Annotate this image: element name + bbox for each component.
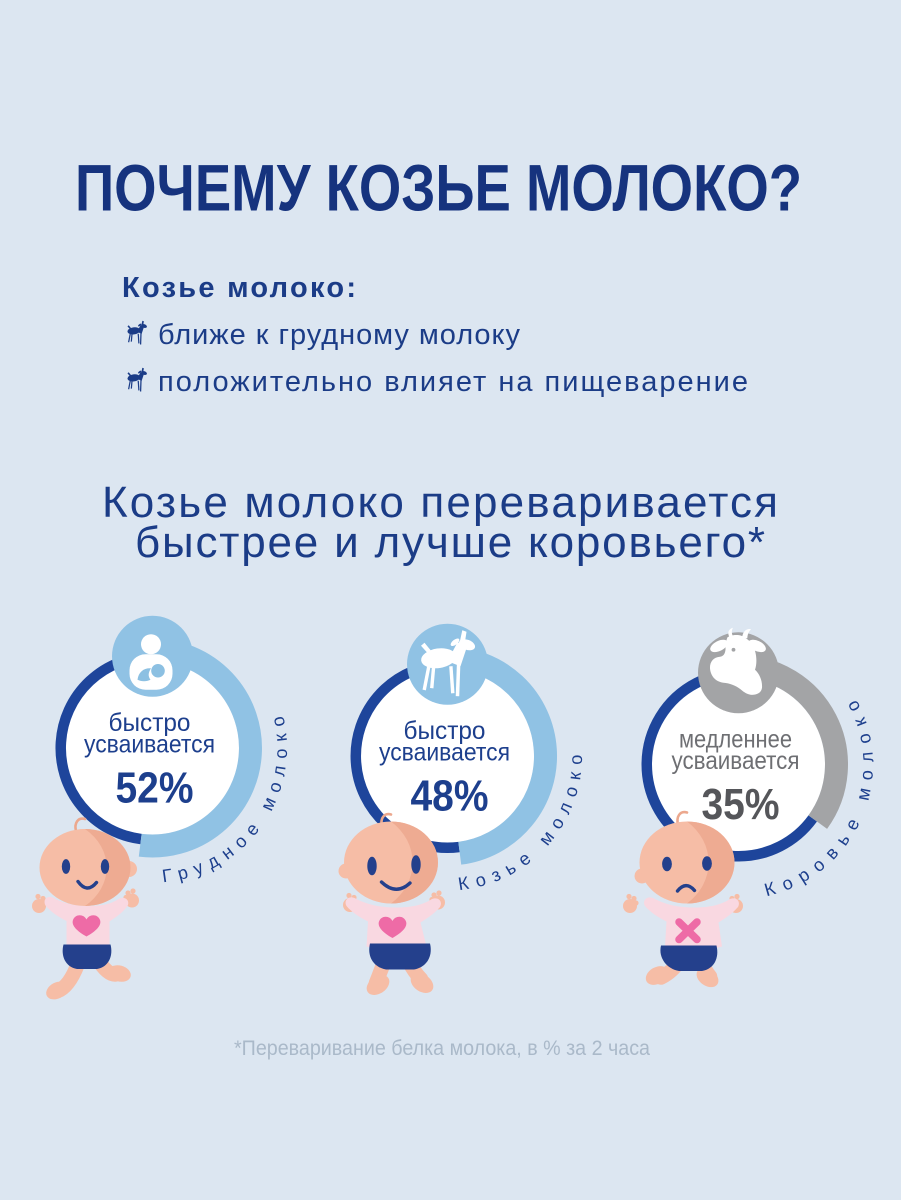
svg-text:ближе к грудному молоку: ближе к грудному молоку (158, 319, 521, 351)
svg-text:52%: 52% (116, 764, 194, 813)
svg-text:усваивается: усваивается (379, 739, 510, 767)
svg-text:48%: 48% (411, 772, 489, 821)
svg-text:*Переваривание белка молока, в: *Переваривание белка молока, в % за 2 ча… (234, 1037, 650, 1060)
svg-text:усваивается: усваивается (84, 731, 215, 759)
svg-text:быстрее и лучше коровьего*: быстрее и лучше коровьего* (135, 518, 765, 567)
svg-text:35%: 35% (702, 780, 780, 829)
svg-text:быстро: быстро (109, 709, 191, 737)
svg-text:Козье молоко:: Козье молоко: (122, 272, 356, 304)
svg-text:положительно влияет на пищевар: положительно влияет на пищеварение (158, 366, 748, 398)
svg-text:усваивается: усваивается (672, 747, 800, 775)
svg-text:медленнее: медленнее (679, 726, 792, 754)
svg-text:Козье молоко переваривается: Козье молоко переваривается (102, 478, 778, 527)
svg-text:ПОЧЕМУ КОЗЬЕ МОЛОКО?: ПОЧЕМУ КОЗЬЕ МОЛОКО? (75, 151, 802, 225)
svg-text:быстро: быстро (404, 717, 486, 745)
